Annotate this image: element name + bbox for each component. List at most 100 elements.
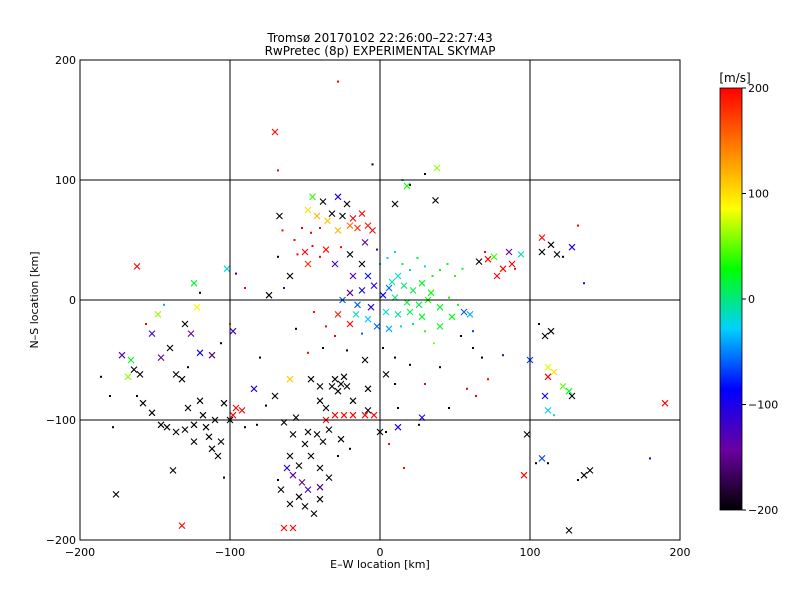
- data-point-dot: [199, 291, 201, 294]
- colorbar-ticks: 200 100 0 −100 −200: [742, 82, 778, 517]
- data-point-cross: [484, 255, 492, 263]
- data-point-cross: [538, 455, 546, 462]
- data-point-cross: [118, 351, 126, 359]
- data-point-cross: [550, 368, 558, 376]
- data-point-cross: [541, 392, 549, 400]
- data-point-cross: [289, 524, 297, 532]
- x-tick-label: 100: [520, 546, 541, 559]
- data-point-cross: [295, 462, 303, 469]
- data-point-cross: [280, 524, 288, 532]
- data-point-cross: [418, 313, 426, 321]
- data-point-cross: [325, 426, 333, 433]
- data-point-dot: [481, 356, 483, 359]
- data-point-cross: [286, 375, 294, 383]
- data-point-dot: [583, 282, 585, 285]
- data-point-cross: [139, 399, 147, 407]
- data-point-dot: [502, 354, 504, 357]
- data-point-cross: [172, 371, 180, 378]
- data-point-cross: [124, 373, 132, 381]
- data-point-dot: [220, 342, 222, 345]
- data-point-cross: [382, 371, 390, 378]
- data-point-cross: [538, 234, 546, 241]
- data-point-cross: [229, 411, 237, 419]
- data-point-dot: [577, 479, 579, 481]
- data-point-dot: [472, 330, 474, 333]
- data-point-dot: [244, 426, 246, 429]
- data-point-cross: [352, 311, 360, 318]
- data-point-cross: [277, 486, 285, 493]
- data-point-cross: [298, 479, 306, 486]
- data-point-dot: [349, 447, 351, 450]
- data-point-dot: [514, 267, 516, 270]
- data-point-cross: [517, 251, 525, 258]
- data-point-cross: [331, 375, 339, 383]
- data-point-dot: [649, 457, 651, 460]
- data-point-dot: [397, 407, 399, 409]
- data-point-cross: [133, 263, 141, 270]
- data-point-cross: [304, 260, 312, 268]
- data-point-cross: [409, 287, 417, 294]
- data-point-cross: [340, 411, 348, 419]
- x-tick-label: 200: [670, 546, 691, 559]
- y-axis-ticks: −200 −100 0 100 200: [46, 54, 680, 547]
- colorbar-tick-label: 200: [748, 82, 769, 95]
- data-point-dot: [277, 169, 279, 172]
- data-point-cross: [304, 206, 312, 214]
- data-point-dot: [371, 163, 374, 166]
- data-point-cross: [340, 373, 348, 381]
- data-point-dot: [277, 255, 279, 258]
- data-point-cross: [154, 311, 162, 318]
- data-point-cross: [361, 356, 369, 364]
- data-point-cross: [157, 354, 165, 361]
- data-point-dot: [431, 275, 434, 277]
- data-point-dot: [340, 246, 342, 249]
- data-point-cross: [346, 289, 354, 297]
- data-point-dot: [475, 395, 477, 397]
- data-point-dot: [535, 462, 537, 465]
- y-tick-label: −200: [46, 534, 76, 547]
- data-point-cross: [199, 411, 207, 419]
- data-point-cross: [307, 452, 315, 460]
- data-point-dot: [265, 404, 267, 407]
- data-point-cross: [250, 385, 258, 393]
- data-point-dot: [409, 363, 411, 366]
- data-point-dot: [446, 263, 449, 265]
- data-point-cross: [544, 363, 552, 371]
- data-point-cross: [547, 327, 555, 335]
- data-point-dot: [310, 231, 312, 234]
- data-point-cross: [289, 471, 297, 479]
- data-point-cross: [544, 373, 552, 381]
- data-point-cross: [433, 164, 441, 172]
- data-point-dot: [145, 323, 147, 325]
- data-point-cross: [316, 464, 324, 472]
- data-point-cross: [319, 438, 327, 445]
- data-point-dot: [538, 323, 540, 325]
- data-point-cross: [394, 272, 402, 280]
- data-point-cross: [354, 224, 361, 232]
- data-point-dot: [424, 330, 426, 333]
- data-point-dot: [281, 229, 284, 232]
- data-point-dot: [334, 335, 336, 337]
- data-point-cross: [568, 243, 576, 251]
- data-point-cross: [343, 383, 351, 390]
- data-point-cross: [358, 287, 366, 294]
- data-point-cross: [343, 200, 351, 208]
- data-point-cross: [364, 315, 372, 323]
- data-point-cross: [339, 212, 346, 220]
- data-point-cross: [373, 323, 381, 330]
- data-point-dot: [409, 269, 411, 271]
- data-point-cross: [220, 399, 228, 407]
- data-point-cross: [334, 193, 342, 201]
- data-point-dot: [319, 227, 321, 229]
- data-point-cross: [475, 258, 483, 265]
- data-point-dot: [293, 239, 296, 241]
- data-point-dot: [235, 272, 237, 275]
- data-point-cross: [370, 282, 378, 289]
- data-point-cross: [276, 212, 283, 220]
- data-point-cross: [196, 397, 204, 405]
- y-tick-label: 0: [69, 294, 76, 307]
- data-point-dot: [163, 303, 165, 306]
- y-axis-label: N–S location [km]: [28, 251, 41, 348]
- data-point-dot: [295, 327, 297, 330]
